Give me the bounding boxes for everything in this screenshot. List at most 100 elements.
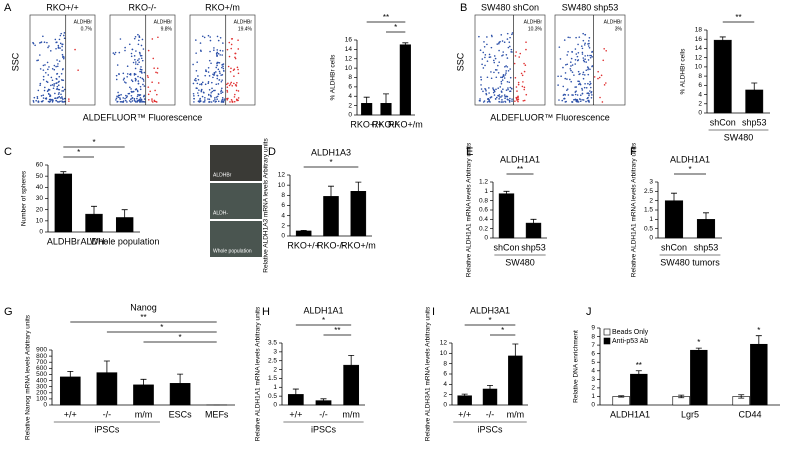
event-dot (53, 83, 55, 85)
event-dot (213, 97, 216, 99)
event-dot (591, 55, 593, 58)
event-dot (226, 89, 228, 92)
event-dot (494, 69, 497, 71)
event-dot (487, 98, 489, 100)
y-tick-label: 10 (36, 218, 44, 225)
event-dot (192, 92, 195, 95)
event-dot (153, 100, 156, 103)
event-dot (225, 83, 228, 86)
significance: * (501, 326, 504, 335)
event-dot (562, 66, 564, 69)
event-dot (59, 34, 62, 37)
event-dot (142, 48, 145, 50)
event-dot (587, 67, 590, 69)
event-dot (207, 71, 210, 73)
event-dot (49, 94, 51, 96)
event-dot (204, 96, 206, 99)
event-dot (140, 66, 142, 68)
event-dot (196, 92, 199, 94)
event-dot (564, 72, 567, 74)
event-dot (570, 65, 572, 67)
event-dot (61, 90, 63, 92)
y-tick-label: 0.5 (644, 225, 653, 232)
event-dot (39, 84, 41, 87)
y-tick-label: 700 (36, 359, 47, 366)
y-tick-label: 0 (39, 229, 43, 236)
event-dot (484, 54, 487, 56)
event-dot (234, 52, 237, 55)
bar (690, 349, 708, 406)
y-tick-label: 10 (440, 350, 448, 357)
event-dot (119, 101, 122, 103)
event-dot (233, 96, 236, 98)
event-dot (211, 87, 213, 90)
event-dot (68, 98, 70, 100)
event-dot (498, 49, 500, 52)
y-axis-label: Relative Nanog mRNA levels Arbitrary uni… (25, 314, 32, 440)
event-dot (55, 47, 57, 50)
event-dot (138, 61, 140, 64)
event-dot (493, 61, 496, 64)
event-dot (233, 82, 235, 85)
y-tick-label: 2 (443, 391, 447, 398)
y-tick-label: 2 (281, 223, 285, 230)
event-dot (591, 65, 594, 67)
error-bar (695, 347, 702, 353)
event-dot (32, 99, 35, 102)
event-dot (51, 84, 54, 86)
event-dot (137, 82, 140, 85)
event-dot (61, 68, 64, 71)
event-dot (514, 55, 517, 57)
event-dot (237, 48, 240, 50)
y-axis-label: Relative ALDH3A1 mRNA levels Arbitrary u… (425, 306, 432, 441)
error-bar (300, 230, 307, 232)
event-dot (213, 47, 215, 49)
legend-swatch (603, 328, 611, 336)
event-dot (133, 55, 136, 57)
event-dot (483, 41, 485, 43)
event-dot (220, 80, 223, 83)
event-dot (217, 39, 220, 42)
y-tick-label: 3 (649, 179, 653, 186)
plot-title: SW480 shp53 (562, 2, 619, 12)
event-dot (500, 90, 503, 92)
event-dot (498, 96, 501, 98)
event-dot (122, 97, 125, 99)
bar (713, 39, 732, 114)
x-tick-label: shp53 (742, 117, 767, 127)
event-dot (61, 45, 63, 48)
event-dot (493, 55, 496, 57)
error-bar (292, 388, 299, 401)
event-dot (571, 101, 574, 103)
event-dot (57, 63, 59, 65)
error-bar (355, 181, 362, 201)
event-dot (200, 100, 202, 102)
event-dot (61, 53, 64, 56)
x-tick-label: m/m (135, 409, 153, 419)
event-dot (492, 89, 495, 91)
event-dot (509, 97, 511, 100)
significance: * (757, 326, 760, 335)
event-dot (582, 73, 584, 76)
event-dot (132, 61, 135, 64)
event-dot (562, 85, 565, 88)
event-dot (214, 89, 216, 92)
event-dot (227, 65, 230, 68)
event-dot (231, 84, 234, 87)
event-dot (216, 35, 219, 38)
event-dot (131, 80, 134, 83)
event-dot (141, 38, 144, 41)
event-dot (42, 97, 45, 99)
event-dot (581, 51, 584, 54)
event-dot (62, 34, 65, 37)
event-dot (48, 45, 50, 47)
event-dot (44, 64, 46, 66)
event-dot (136, 101, 139, 103)
event-dot (589, 54, 591, 57)
event-dot (506, 38, 509, 40)
x-tick-label: -/- (486, 409, 495, 419)
event-dot (140, 101, 143, 103)
event-dot (488, 53, 491, 56)
event-dot (196, 61, 198, 63)
y-tick-label: 500 (36, 371, 47, 378)
